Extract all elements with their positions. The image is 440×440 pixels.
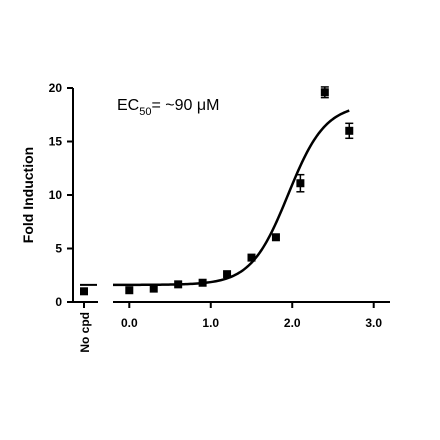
ec50-annotation: EC50= ~90 μM <box>117 97 219 118</box>
y-axis: 0 5 10 15 20 <box>49 81 74 309</box>
y-axis-label: Fold Induction <box>20 147 36 243</box>
y-tick-label: 0 <box>55 295 62 309</box>
data-point <box>198 278 207 287</box>
x-axis: 0.0 1.0 2.0 3.0 <box>113 301 390 330</box>
y-tick-label: 15 <box>49 135 63 149</box>
y-tick-label: 20 <box>49 81 63 95</box>
x-ticks: 0.0 1.0 2.0 3.0 <box>121 302 382 330</box>
y-tick-label: 5 <box>55 242 62 256</box>
control-axis: No cpd <box>73 301 98 353</box>
data-point <box>125 286 134 295</box>
x-tick-label: 3.0 <box>365 316 382 330</box>
y-ticks: 0 5 10 15 20 <box>49 81 73 309</box>
data-point <box>223 270 232 279</box>
y-tick-label: 10 <box>49 188 63 202</box>
data-point <box>149 284 158 293</box>
data-point <box>320 88 329 97</box>
x-tick-label: 0.0 <box>121 316 138 330</box>
data-point <box>174 280 183 289</box>
data-point <box>296 179 305 188</box>
x-tick-label: 2.0 <box>284 316 301 330</box>
x-tick-label: 1.0 <box>202 316 219 330</box>
data-point <box>345 126 354 135</box>
control-point <box>80 287 88 296</box>
plot-area <box>80 86 354 296</box>
fit-curve <box>112 109 350 287</box>
data-point <box>247 253 256 262</box>
ec50-subscript: 50 <box>139 106 151 118</box>
ec50-value: = ~90 μM <box>151 97 219 114</box>
control-label: No cpd <box>78 312 92 353</box>
ec50-prefix: EC <box>117 97 139 114</box>
data-point <box>271 233 280 242</box>
